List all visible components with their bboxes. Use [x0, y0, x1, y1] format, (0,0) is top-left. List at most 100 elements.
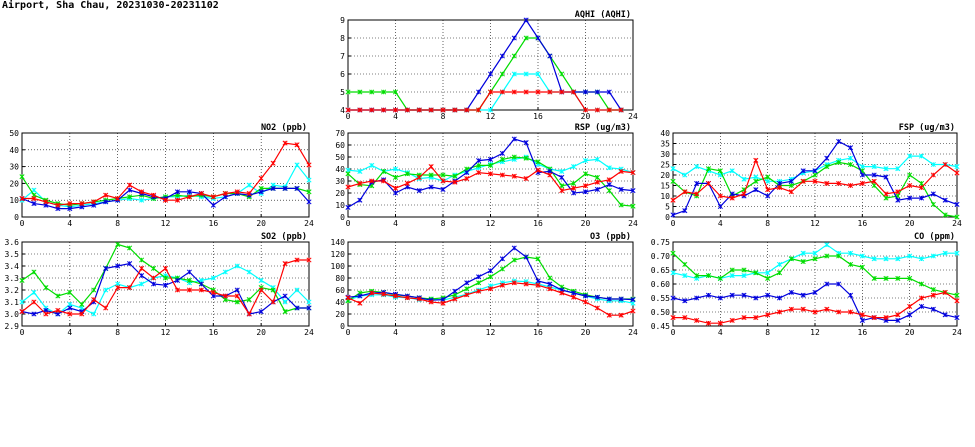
- data-point: [765, 187, 771, 193]
- data-point: [511, 53, 517, 59]
- data-point: [392, 107, 399, 113]
- data-point: [883, 195, 889, 201]
- data-point: [282, 293, 288, 299]
- data-point: [416, 107, 422, 113]
- chart-co: 0 4 8 12 16 20 24 0.45 0.50 0.55 0.60 0.65 0.70 0.75 C…: [651, 232, 962, 337]
- data-point: [499, 89, 505, 95]
- data-point: [103, 305, 109, 311]
- series-line-o3-2: [347, 247, 634, 301]
- data-point: [859, 180, 865, 186]
- data-point: [871, 275, 877, 281]
- x-tick-label: 20: [256, 219, 266, 228]
- data-point: [582, 171, 589, 177]
- data-point: [476, 274, 482, 280]
- data-point: [55, 293, 61, 299]
- data-point: [139, 197, 145, 203]
- data-point: [606, 188, 612, 194]
- data-point: [954, 164, 960, 170]
- data-point: [682, 189, 688, 195]
- data-point: [31, 201, 37, 207]
- data-point: [559, 168, 565, 174]
- y-tick-label: 0: [14, 213, 19, 222]
- data-point: [682, 315, 688, 321]
- data-point: [55, 202, 61, 208]
- y-tick-label: 80: [335, 274, 345, 283]
- data-point: [847, 250, 854, 256]
- data-point: [930, 161, 936, 168]
- data-point: [127, 187, 133, 193]
- data-point: [222, 293, 228, 299]
- x-tick-label: 0: [671, 328, 676, 337]
- x-tick-label: 24: [628, 219, 638, 228]
- data-point: [812, 250, 818, 256]
- data-point: [847, 161, 854, 168]
- data-point: [440, 107, 446, 113]
- data-point: [139, 273, 145, 279]
- chart-title-so2: SO2 (ppb): [261, 232, 307, 242]
- data-point: [741, 292, 747, 298]
- chart-title-no2: NO2 (ppb): [261, 123, 307, 133]
- x-tick-label: 12: [810, 328, 820, 337]
- data-point: [594, 156, 600, 162]
- data-point: [954, 201, 960, 207]
- data-point: [306, 199, 312, 205]
- data-point: [847, 292, 854, 298]
- data-point: [618, 296, 624, 302]
- data-point: [67, 305, 73, 311]
- data-point: [198, 287, 204, 293]
- data-point: [788, 256, 794, 262]
- data-point: [306, 162, 312, 168]
- data-point: [31, 195, 37, 202]
- y-tick-label: 20: [335, 189, 345, 198]
- x-tick-label: 16: [209, 219, 219, 228]
- series-line-aqhi-2: [348, 18, 622, 111]
- data-point: [571, 89, 577, 95]
- data-point: [369, 178, 375, 184]
- y-tick-label: 3.4: [5, 262, 20, 271]
- data-point: [918, 256, 925, 262]
- data-point: [765, 270, 771, 276]
- data-point: [582, 183, 589, 189]
- data-point: [694, 295, 700, 301]
- data-point: [606, 107, 612, 113]
- data-point: [670, 166, 676, 172]
- data-point: [954, 250, 960, 256]
- data-point: [452, 296, 458, 302]
- data-point: [729, 195, 735, 201]
- data-point: [392, 185, 399, 191]
- data-point: [705, 166, 712, 172]
- data-point: [428, 299, 434, 305]
- data-point: [511, 154, 517, 160]
- data-point: [741, 267, 747, 273]
- data-point: [499, 71, 505, 77]
- y-tick-label: 20: [335, 310, 345, 319]
- data-point: [824, 180, 830, 186]
- data-point: [198, 281, 204, 287]
- data-point: [282, 299, 288, 305]
- data-point: [954, 298, 960, 304]
- data-point: [210, 275, 216, 281]
- data-point: [753, 315, 759, 321]
- data-point: [258, 175, 264, 181]
- data-point: [895, 166, 901, 172]
- x-tick-label: 8: [441, 328, 446, 337]
- data-point: [115, 241, 121, 247]
- chart-title-fsp: FSP (ug/m3): [899, 123, 955, 133]
- data-point: [765, 178, 771, 184]
- data-point: [594, 174, 600, 180]
- y-tick-label: 0: [665, 213, 670, 222]
- data-point: [729, 267, 735, 273]
- data-point: [606, 177, 612, 183]
- x-tick-label: 20: [581, 219, 591, 228]
- data-point: [270, 287, 276, 293]
- x-tick-label: 24: [952, 328, 962, 337]
- y-tick-label: 3.5: [5, 250, 20, 259]
- data-point: [717, 320, 723, 326]
- data-point: [918, 281, 925, 287]
- data-point: [535, 282, 541, 288]
- x-tick-label: 16: [533, 219, 543, 228]
- data-point: [895, 197, 901, 203]
- data-point: [741, 191, 747, 197]
- data-point: [883, 174, 889, 180]
- data-point: [234, 189, 240, 195]
